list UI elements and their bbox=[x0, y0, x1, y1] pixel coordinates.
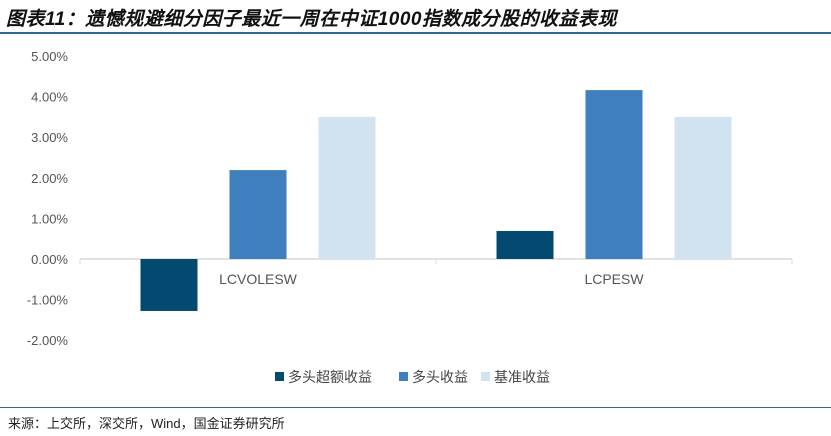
y-tick-label: 1.00% bbox=[31, 211, 68, 226]
y-tick-label: -2.00% bbox=[27, 333, 69, 348]
y-tick-label: 4.00% bbox=[31, 90, 68, 105]
y-tick-label: 3.00% bbox=[31, 130, 68, 145]
title-divider bbox=[0, 32, 831, 34]
legend-swatch bbox=[399, 372, 408, 381]
figure-title: 图表11：遗憾规避细分因子最近一周在中证1000指数成分股的收益表现 bbox=[6, 9, 617, 30]
legend-label: 基准收益 bbox=[494, 369, 550, 385]
bar-lcvolesw-0 bbox=[140, 259, 198, 311]
bar-lcpesw-0 bbox=[496, 230, 554, 259]
legend-label: 多头超额收益 bbox=[288, 369, 372, 385]
y-tick-label: 0.00% bbox=[31, 252, 68, 267]
y-tick-label: 2.00% bbox=[31, 171, 68, 186]
bar-lcpesw-1 bbox=[585, 90, 643, 259]
bar-lcvolesw-2 bbox=[318, 116, 376, 260]
legend-swatch bbox=[275, 372, 284, 381]
y-tick-label: -1.00% bbox=[27, 293, 69, 308]
bar-lcpesw-2 bbox=[674, 116, 732, 260]
x-category-label: LCVOLESW bbox=[219, 271, 298, 287]
y-tick-label: 5.00% bbox=[31, 49, 68, 64]
source-divider bbox=[0, 407, 831, 408]
bar-lcvolesw-1 bbox=[229, 170, 287, 259]
source-note: 来源：上交所，深交所，Wind，国金证券研究所 bbox=[8, 416, 285, 431]
x-category-label: LCPESW bbox=[584, 271, 644, 287]
legend-swatch bbox=[481, 372, 490, 381]
legend-label: 多头收益 bbox=[412, 369, 468, 385]
